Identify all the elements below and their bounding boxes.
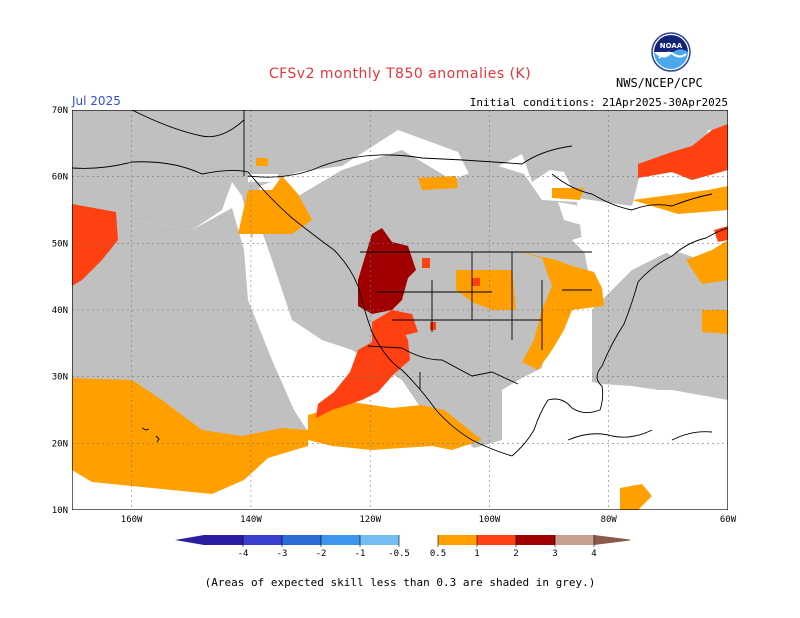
- graticule: [72, 110, 728, 510]
- lat-tick-label: 60N: [52, 173, 68, 183]
- anomaly-map: [72, 110, 728, 510]
- lon-tick-label: 140W: [240, 515, 262, 525]
- colorbar-segment: [321, 535, 360, 545]
- lon-tick-label: 100W: [479, 515, 501, 525]
- lat-tick-label: 10N: [52, 506, 68, 516]
- colorbar-label: 3: [552, 549, 557, 559]
- colorbar-label: 2: [513, 549, 518, 559]
- colorbar-left-arrow: [175, 535, 204, 545]
- logo-text: NOAA: [660, 42, 683, 50]
- colorbar-label: 1: [474, 549, 479, 559]
- lon-tick-label: 80W: [601, 515, 618, 525]
- colorbar-label: -1: [355, 549, 366, 559]
- chart-title: CFSv2 monthly T850 anomalies (K): [268, 66, 532, 82]
- colorbar-segment: [282, 535, 321, 545]
- colorbar-label: 4: [591, 549, 596, 559]
- colorbar-segment: [516, 535, 555, 545]
- colorbar-label: -0.5: [388, 549, 410, 559]
- colorbar: -4 -3 -2 -1 -0.5 0.5 1 2 3 4: [175, 535, 630, 559]
- colorbar-segment: [399, 535, 438, 545]
- skill-footnote: (Areas of expected skill less than 0.3 a…: [204, 576, 596, 589]
- anomaly-2-to-3: [358, 228, 416, 314]
- colorbar-segment: [438, 535, 477, 545]
- lon-tick-label: 120W: [359, 515, 381, 525]
- lat-tick-label: 20N: [52, 439, 68, 449]
- colorbar-segment: [360, 535, 399, 545]
- colorbar-label: 0.5: [430, 549, 446, 559]
- colorbar-right-arrow: [594, 535, 630, 545]
- lat-tick-label: 70N: [52, 106, 68, 116]
- initial-conditions: Initial conditions: 21Apr2025-30Apr2025: [469, 96, 728, 109]
- anomaly-0.5-to-1: [72, 158, 728, 510]
- colorbar-segment: [555, 535, 594, 545]
- coastlines-and-borders: [72, 110, 728, 457]
- lon-tick-label: 60W: [720, 515, 737, 525]
- forecast-month: Jul 2025: [72, 94, 121, 108]
- colorbar-label: -3: [277, 549, 288, 559]
- agency-label: NWS/NCEP/CPC: [616, 76, 703, 90]
- anomaly-1-to-2: [72, 124, 728, 418]
- near-normal-white-areas: [72, 174, 728, 510]
- colorbar-segment: [204, 535, 243, 545]
- colorbar-segment: [243, 535, 282, 545]
- lat-tick-label: 30N: [52, 373, 68, 383]
- colorbar-label: -2: [316, 549, 327, 559]
- colorbar-segment: [477, 535, 516, 545]
- noaa-logo-icon: NOAA: [651, 32, 691, 72]
- lat-tick-label: 40N: [52, 306, 68, 316]
- lat-tick-label: 50N: [52, 239, 68, 249]
- colorbar-label: -4: [238, 549, 249, 559]
- lon-tick-label: 160W: [121, 515, 143, 525]
